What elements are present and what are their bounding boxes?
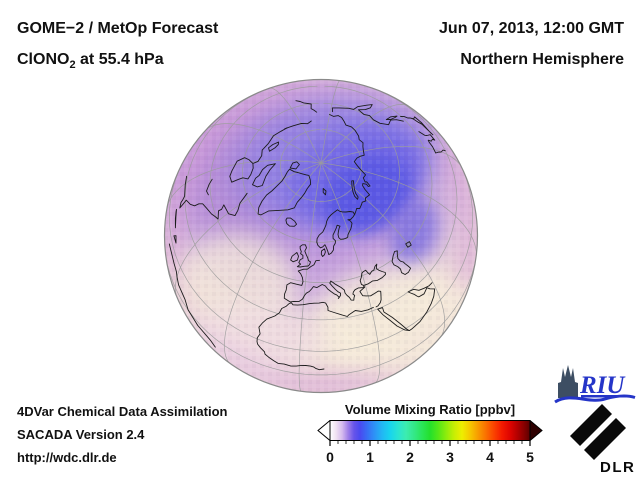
species-name: ClONO — [17, 51, 70, 68]
species-level-title: ClONO2 at 55.4 hPa — [17, 44, 218, 81]
pressure-level: at 55.4 hPa — [75, 51, 164, 68]
species-subscript: 2 — [69, 59, 76, 72]
footer-left: 4DVar Chemical Data Assimilation SACADA … — [17, 400, 228, 469]
riu-logo: RIU — [554, 365, 636, 404]
colorbar-tick-label: 3 — [446, 449, 454, 465]
field-mosaic-texture — [164, 79, 478, 393]
globe-field — [164, 79, 478, 393]
region-label: Northern Hemisphere — [460, 51, 624, 68]
globe-limb-circle — [163, 78, 479, 394]
coastlines — [168, 100, 446, 371]
dlr-wing-icon — [584, 418, 626, 460]
colorbar-tick-label: 5 — [526, 449, 534, 465]
dlr-logo: DLR — [570, 404, 635, 474]
colorbar: Volume Mixing Ratio [ppbv] 0 1 2 3 4 5 — [317, 402, 543, 467]
colorbar-tick-labels: 0 1 2 3 4 5 — [317, 449, 543, 467]
header-right: Jun 07, 2013, 12:00 GMT Northern Hemisph… — [439, 13, 624, 75]
colorbar-tick-label: 0 — [326, 449, 334, 465]
riu-underline — [581, 395, 631, 398]
dlr-wing-icon — [570, 404, 612, 446]
assimilation-label: 4DVar Chemical Data Assimilation — [17, 404, 228, 419]
riu-swoosh — [554, 394, 636, 404]
colorbar-left-arrow — [317, 420, 331, 442]
colorbar-tick-label: 1 — [366, 449, 374, 465]
dlr-logo-text: DLR — [600, 459, 635, 474]
cathedral-icon — [558, 365, 578, 398]
colorbar-tickmarks — [329, 440, 531, 446]
colorbar-gradient-bar — [329, 420, 531, 441]
version-label: SACADA Version 2.4 — [17, 427, 145, 442]
colorbar-right-arrow — [529, 420, 543, 442]
datetime-label: Jun 07, 2013, 12:00 GMT — [439, 20, 624, 37]
website-url: http://wdc.dlr.de — [17, 450, 117, 465]
riu-logo-text: RIU — [579, 372, 626, 399]
graticule-grid — [164, 79, 478, 393]
colorbar-title: Volume Mixing Ratio [ppbv] — [344, 402, 516, 417]
colorbar-scale — [317, 420, 543, 446]
colorbar-tick-label: 2 — [406, 449, 414, 465]
colorbar-tick-label: 4 — [486, 449, 494, 465]
header-left: GOME−2 / MetOp Forecast ClONO2 at 55.4 h… — [17, 13, 218, 81]
product-title: GOME−2 / MetOp Forecast — [17, 20, 219, 37]
